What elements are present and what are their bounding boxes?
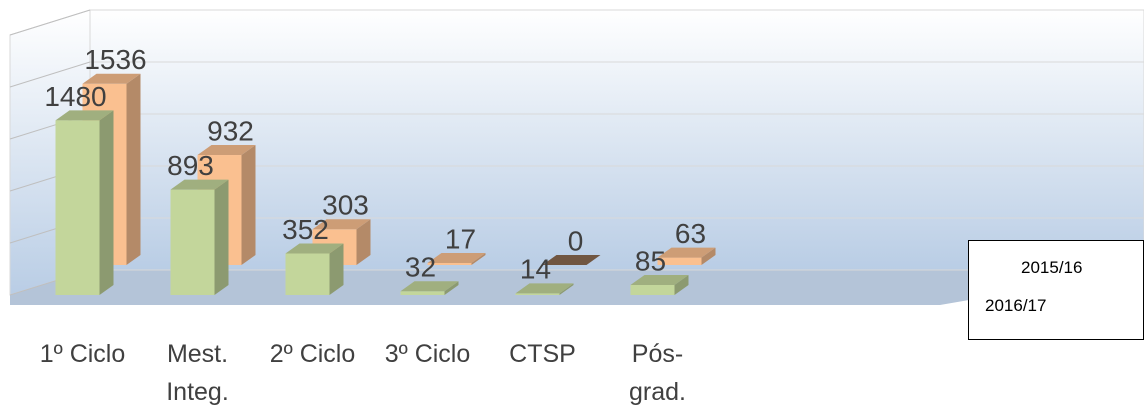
bar-side: [99, 110, 114, 295]
bar: [657, 247, 716, 265]
bar-top: [312, 219, 371, 230]
bar-side: [356, 219, 371, 265]
x-tick-label: 1º Ciclo: [39, 340, 126, 368]
data-label: 932: [207, 115, 254, 146]
data-label: 0: [568, 225, 584, 256]
bar: [542, 255, 601, 265]
x-tick-label: Mest. Integ.: [166, 340, 229, 406]
bar-front: [427, 262, 472, 265]
bar: [427, 252, 486, 265]
data-label: 1480: [44, 81, 106, 112]
data-label: 17: [445, 223, 476, 254]
legend: 2015/16 2016/17: [968, 240, 1144, 340]
data-label: 893: [167, 150, 214, 181]
bar-top: [285, 243, 344, 254]
data-label: 1536: [84, 44, 146, 75]
legend-entry: 2016/17: [985, 296, 1047, 315]
bar-front: [515, 293, 560, 295]
x-tick-label: Pós-grad.: [629, 340, 686, 406]
bar-top: [630, 274, 689, 285]
data-label: 85: [635, 245, 666, 276]
bar-side: [241, 145, 256, 265]
bar-side: [329, 243, 344, 295]
bar: [170, 179, 229, 295]
bar-side: [471, 252, 486, 265]
bar-front: [55, 120, 100, 295]
bar-top: [657, 247, 716, 258]
bar-front: [657, 257, 702, 265]
bar-front: [630, 284, 675, 295]
bar-side: [444, 281, 459, 295]
bar: [55, 110, 114, 295]
bar-top: [400, 281, 459, 292]
data-label: 14: [520, 254, 551, 285]
bar-top: [515, 283, 574, 294]
bar: [630, 274, 689, 295]
bar-front: [285, 253, 330, 295]
bar-top: [427, 252, 486, 263]
grid-line: [9, 61, 91, 88]
bar-top: [170, 179, 229, 190]
bar-side: [126, 73, 141, 265]
bar-side: [674, 274, 689, 295]
data-label: 63: [675, 218, 706, 249]
data-label: 32: [405, 252, 436, 283]
bar-top: [82, 73, 141, 84]
x-tick-label: 2º Ciclo: [269, 340, 356, 368]
bar-side: [214, 179, 229, 295]
x-tick-label: CTSP: [509, 340, 576, 368]
bar-side: [559, 283, 574, 295]
x-tick-label: 3º Ciclo: [384, 340, 471, 368]
bar: [515, 283, 574, 295]
bar: [285, 243, 344, 295]
bar-side: [701, 247, 716, 265]
bar-top: [55, 110, 114, 121]
data-label: 352: [282, 214, 329, 245]
bar-front: [400, 291, 445, 295]
legend-entry: 2015/16: [1021, 258, 1083, 277]
grid-line: [9, 9, 91, 36]
bar-top: [197, 145, 256, 156]
bar: [400, 281, 459, 295]
bar-front: [170, 189, 215, 295]
bar-top: [542, 255, 601, 265]
data-label: 303: [322, 190, 369, 221]
